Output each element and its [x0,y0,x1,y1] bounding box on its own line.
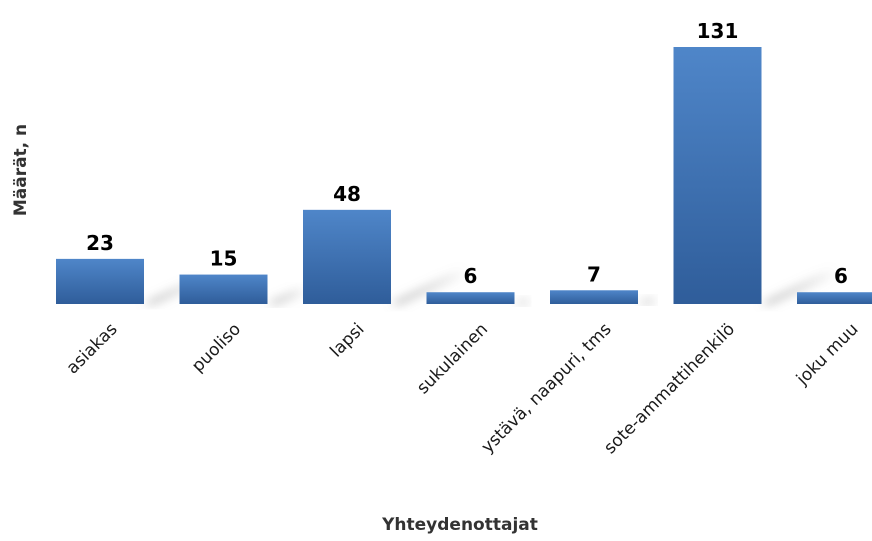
bar-6 [674,47,762,304]
value-label: 6 [834,264,848,288]
x-axis-title: Yhteydenottajat [381,515,538,535]
value-label: 48 [333,182,361,206]
y-axis-title: Määrät, n [11,124,31,216]
value-label: 23 [86,231,114,255]
category-label: joku muu [792,319,863,390]
bar-shadow [268,286,303,304]
bar-3 [303,210,391,304]
category-label: sote-ammattihenkilö [600,319,739,458]
bar-4 [427,292,515,304]
bar-shadow [515,297,529,305]
bar-shadow [638,296,654,304]
bar-7 [797,292,872,304]
value-label: 7 [587,262,601,286]
category-label: asiakas [63,319,122,378]
value-label: 131 [697,19,739,43]
bar-5 [550,290,638,304]
category-label: lapsi [326,319,368,361]
category-label: sukulainen [413,319,492,398]
category-label: ystävä, naapuri, tms [478,319,616,457]
bar-1 [56,259,144,304]
category-label: puoliso [188,319,245,376]
value-label: 15 [210,247,238,271]
bar-2 [180,275,268,304]
value-label: 6 [464,264,478,288]
